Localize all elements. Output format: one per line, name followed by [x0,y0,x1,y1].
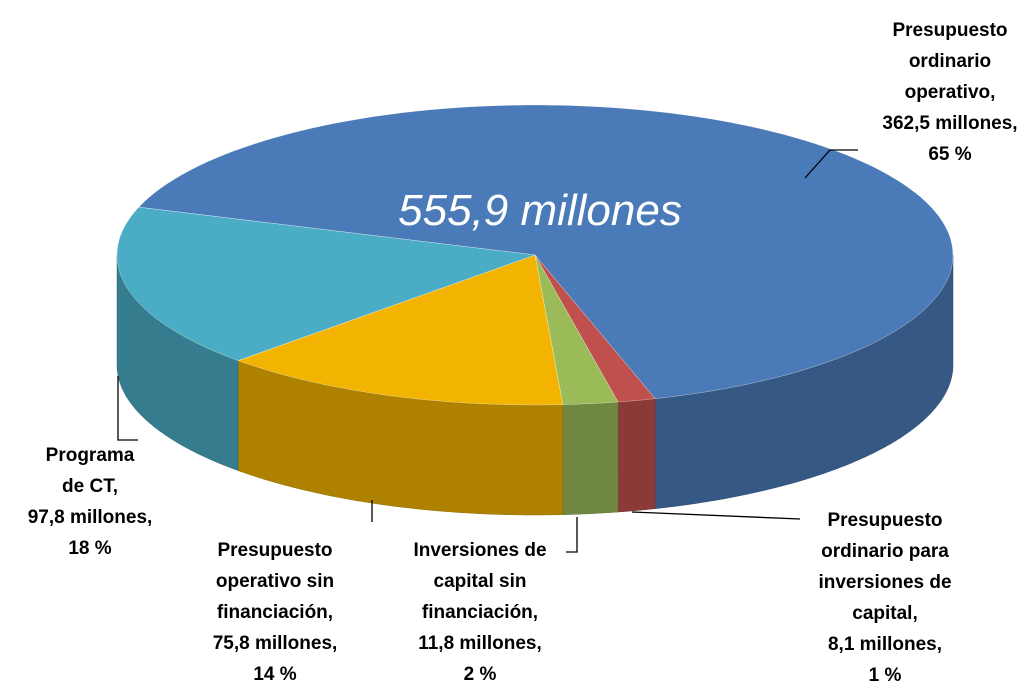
value-label: 8,1 millones, [827,634,943,655]
category-label: Programa de CT, [45,445,135,497]
leader-line [117,376,138,441]
percentage-label: 18 % [68,538,112,559]
percentage-label: 14 % [253,664,297,685]
value-label: 75,8 millones, [212,633,338,654]
category-label: Inversiones de capital sin financiación, [413,540,547,623]
data-label: Presupuesto ordinario operativo, 362,5 mi… [840,15,1029,170]
slice [534,254,656,403]
slice [138,104,954,399]
leader-line [631,511,801,520]
data-label: Inversiones de capital sin financiación,… [370,535,590,690]
data-label: Presupuesto operativo sin financiación, 7… [165,535,385,690]
category-label: Presupuesto ordinario para inversiones d… [818,510,952,624]
value-label: 97,8 millones, [27,507,153,528]
category-label: Presupuesto operativo sin financiación, [215,540,335,623]
percentage-label: 1 % [868,665,902,686]
leader-line [804,149,858,179]
category-label: Presupuesto ordinario operativo, [892,20,1008,103]
slice-side [562,401,619,515]
slice [237,254,563,406]
value-label: 11,8 millones, [418,633,542,654]
slice [116,207,536,361]
data-label: Presupuesto ordinario para inversiones d… [775,505,995,691]
leader-line [566,517,578,553]
percentage-label: 2 % [463,664,497,685]
total-label: 555,9 millones [398,186,682,235]
value-label: 362,5 millones, [882,113,1018,134]
percentage-label: 65 % [928,144,972,165]
data-label: Programa de CT, 97,8 millones, 18 % [0,440,200,564]
slice [534,254,619,405]
slice-side [617,397,656,513]
